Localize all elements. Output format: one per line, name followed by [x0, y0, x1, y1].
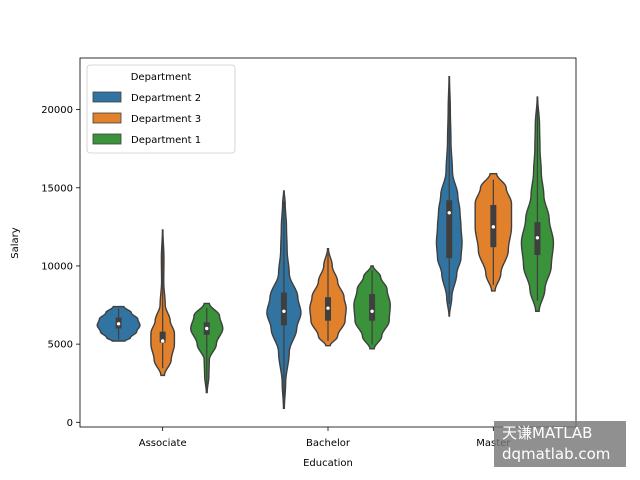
watermark-line2: dqmatlab.com — [502, 445, 611, 463]
violin-median-point — [282, 309, 286, 313]
x-axis-label: Education — [303, 458, 353, 469]
violin-quartile-box — [369, 294, 376, 321]
violin-median-point — [326, 306, 330, 310]
violin-layer — [96, 76, 555, 409]
y-tick-label: 5000 — [48, 340, 73, 351]
x-tick-label: Bachelor — [306, 438, 351, 449]
y-tick-label: 15000 — [41, 183, 73, 194]
legend-swatch — [92, 133, 122, 145]
violin-median-point — [116, 322, 121, 326]
violin-median-point — [535, 236, 540, 240]
violin-quartile-box — [446, 200, 453, 259]
legend-box — [86, 64, 236, 154]
y-tick-label: 10000 — [41, 261, 73, 272]
x-tick-label: Master — [476, 438, 511, 449]
y-axis: 0 5000 10000 15000 20000 — [41, 105, 80, 429]
y-tick-label: 20000 — [41, 105, 73, 116]
legend: Department Department 2 Department 3 Depart… — [86, 64, 236, 154]
violin-median-point — [160, 339, 165, 343]
legend-label: Department 3 — [131, 114, 201, 125]
violin-median-point — [491, 225, 496, 229]
watermark: 天谦MATLAB dqmatlab.com — [494, 421, 626, 467]
violin-quartile-box — [280, 292, 287, 326]
legend-label: Department 1 — [131, 135, 201, 146]
violin-median-point — [205, 326, 209, 331]
y-axis-label: Salary — [10, 227, 21, 258]
violin-quartile-box — [159, 331, 166, 343]
y-tick-label: 0 — [67, 418, 73, 429]
legend-label: Department 2 — [131, 93, 201, 104]
x-axis: Associate Bachelor Master — [139, 427, 511, 449]
legend-title: Department — [131, 72, 192, 83]
watermark-line1: 天谦MATLAB — [502, 424, 593, 442]
x-tick-label: Associate — [139, 438, 187, 449]
violin-median-point — [447, 211, 451, 215]
legend-swatch — [92, 112, 122, 124]
violin-median-point — [370, 309, 374, 313]
legend-swatch — [92, 91, 122, 103]
